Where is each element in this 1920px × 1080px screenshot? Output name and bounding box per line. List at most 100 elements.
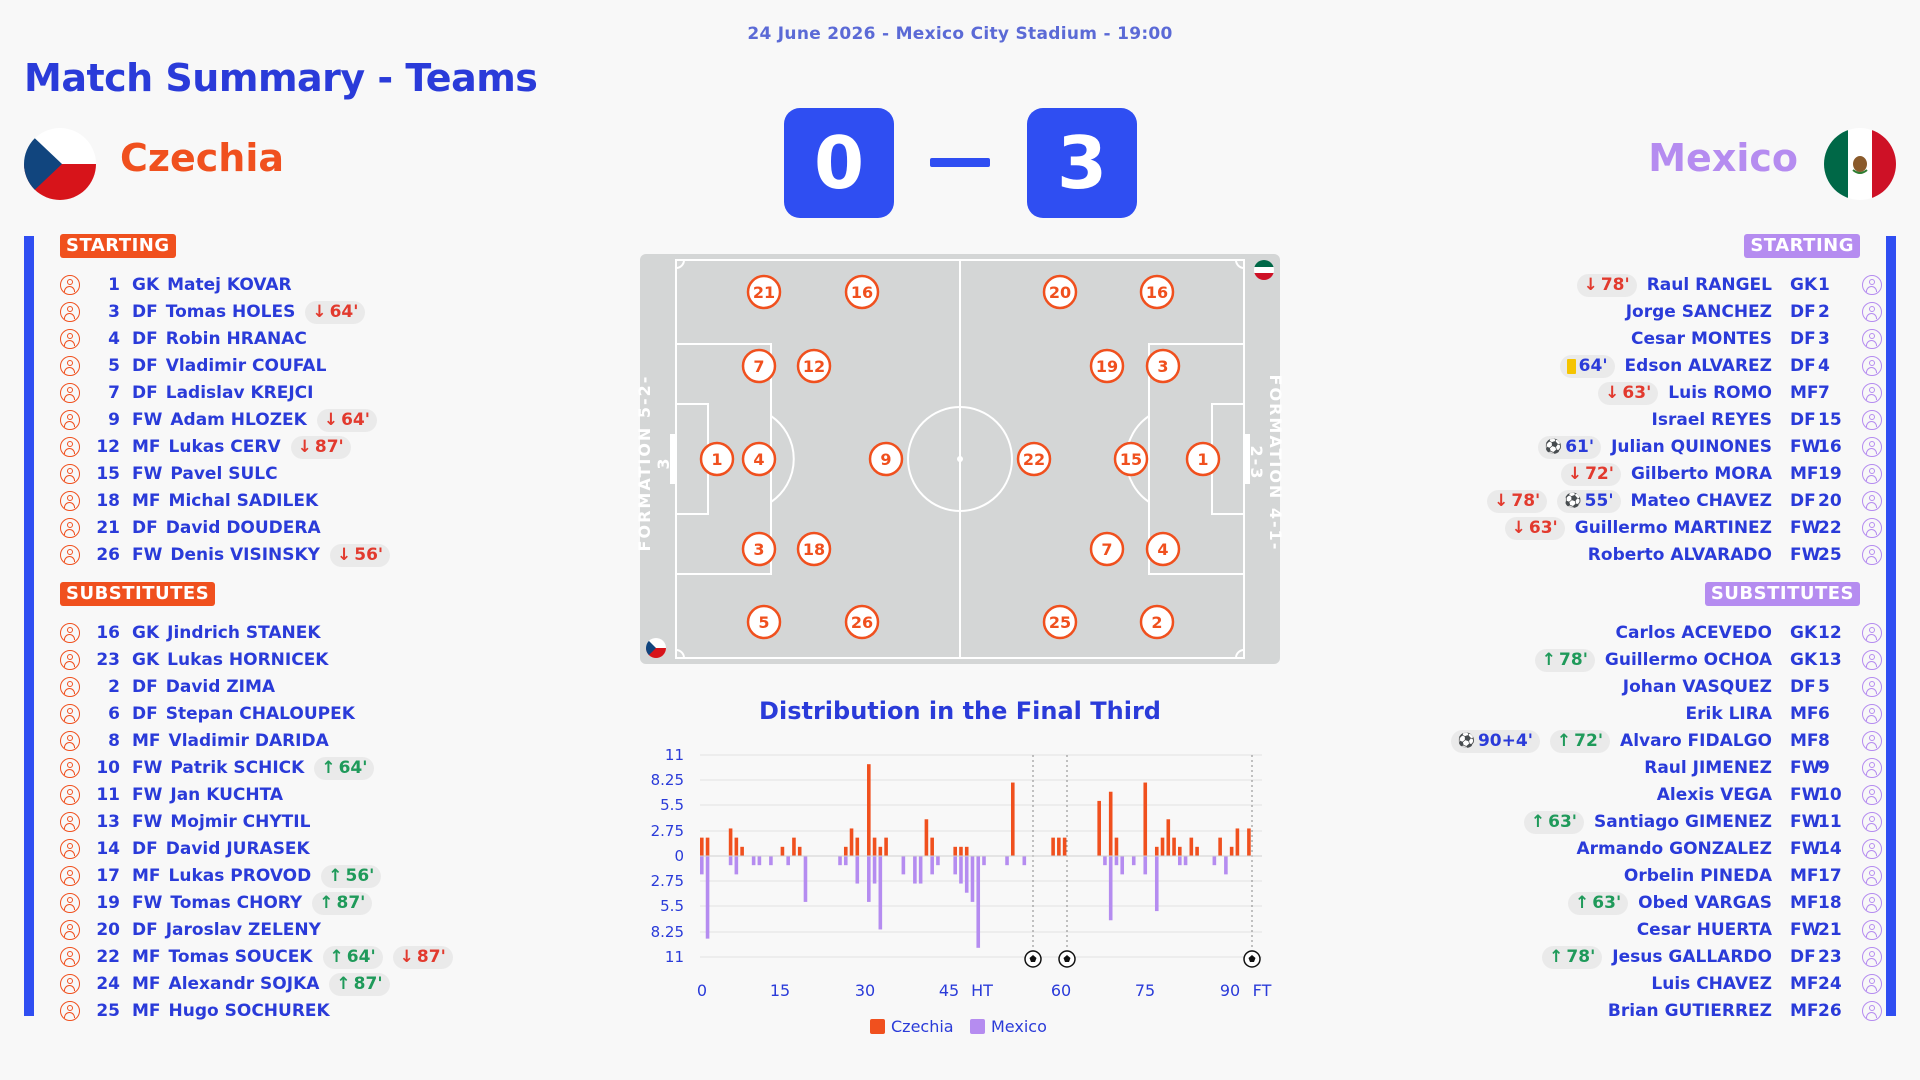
player-row[interactable]: 11 FW Jan KUCHTA	[60, 782, 283, 808]
player-row[interactable]: Armando GONZALEZ FW 14	[1577, 836, 1882, 862]
player-row[interactable]: 10 FW Patrik SCHICK ↑ 64'	[60, 755, 375, 781]
player-row[interactable]: ↓ 63' Guillermo MARTINEZ FW 22	[1504, 515, 1882, 541]
player-row[interactable]: 9 FW Adam HLOZEK ↓ 64'	[60, 407, 377, 433]
player-row[interactable]: 6 DF Stepan CHALOUPEK	[60, 701, 355, 727]
away-pitch-player[interactable]: 19	[1089, 348, 1125, 384]
player-avatar-icon	[60, 677, 80, 697]
bar-czechia	[797, 846, 802, 856]
player-avatar-icon	[1862, 704, 1882, 724]
away-pitch-player[interactable]: 3	[1145, 348, 1181, 384]
player-row[interactable]: ↑ 63' Santiago GIMENEZ FW 11	[1523, 809, 1882, 835]
player-row[interactable]: ↓ 63' Luis ROMO MF 7	[1598, 380, 1882, 406]
player-row[interactable]: 5 DF Vladimir COUFAL	[60, 353, 326, 379]
player-name: Lukas PROVOD	[168, 866, 312, 886]
player-row[interactable]: 64' Edson ALVAREZ DF 4	[1559, 353, 1882, 379]
goal-ball-icon	[1058, 950, 1076, 968]
player-row[interactable]: 22 MF Tomas SOUCEK ↑ 64' ↓ 87'	[60, 944, 453, 970]
player-row[interactable]: Brian GUTIERREZ MF 26	[1608, 998, 1882, 1024]
player-position: DF	[132, 920, 158, 940]
player-avatar-icon	[1862, 785, 1882, 805]
player-row[interactable]: 26 FW Denis VISINSKY ↓ 56'	[60, 542, 391, 568]
player-row[interactable]: Luis CHAVEZ MF 24	[1651, 971, 1882, 997]
player-row[interactable]: Carlos ACEVEDO GK 12	[1616, 620, 1882, 646]
player-row[interactable]: Raul JIMENEZ FW 9	[1644, 755, 1882, 781]
player-row[interactable]: 21 DF David DOUDERA	[60, 515, 321, 541]
player-row[interactable]: 15 FW Pavel SULC	[60, 461, 278, 487]
ball-icon: ⚽	[1457, 733, 1475, 749]
away-pitch-player[interactable]: 22	[1016, 441, 1052, 477]
away-pitch-player[interactable]: 7	[1089, 531, 1125, 567]
player-row[interactable]: 7 DF Ladislav KREJCI	[60, 380, 313, 406]
player-row[interactable]: 16 GK Jindrich STANEK	[60, 620, 321, 646]
player-row[interactable]: ↑ 63' Obed VARGAS MF 18	[1568, 890, 1882, 916]
player-row[interactable]: 1 GK Matej KOVAR	[60, 272, 292, 298]
player-row[interactable]: 20 DF Jaroslav ZELENY	[60, 917, 321, 943]
home-pitch-player[interactable]: 18	[796, 531, 832, 567]
player-row[interactable]: Cesar HUERTA FW 21	[1637, 917, 1882, 943]
player-row[interactable]: ↓ 72' Gilberto MORA MF 19	[1560, 461, 1882, 487]
home-pitch-player[interactable]: 9	[868, 441, 904, 477]
player-row[interactable]: Johan VASQUEZ DF 5	[1623, 674, 1882, 700]
player-row[interactable]: Erik LIRA MF 6	[1686, 701, 1882, 727]
home-pitch-player[interactable]: 12	[796, 348, 832, 384]
bar-czechia	[1189, 837, 1194, 856]
bar-czechia	[878, 846, 883, 856]
y-tick-label: 8.25	[651, 771, 684, 789]
sub-in-arrow-icon: ↑	[336, 974, 351, 994]
player-row[interactable]: 2 DF David ZIMA	[60, 674, 275, 700]
player-row[interactable]: Jorge SANCHEZ DF 2	[1626, 299, 1882, 325]
player-row[interactable]: Cesar MONTES DF 3	[1631, 326, 1882, 352]
player-row[interactable]: 19 FW Tomas CHORY ↑ 87'	[60, 890, 373, 916]
bar-czechia	[1172, 837, 1176, 856]
player-row[interactable]: 25 MF Hugo SOCHUREK	[60, 998, 330, 1024]
away-pitch-player[interactable]: 2	[1139, 604, 1175, 640]
home-pitch-player[interactable]: 5	[746, 604, 782, 640]
home-pitch-player[interactable]: 7	[741, 348, 777, 384]
y-tick-label: 5.5	[660, 897, 684, 915]
home-pitch-player[interactable]: 26	[844, 604, 880, 640]
player-row[interactable]: ↑ 78' Jesus GALLARDO DF 23	[1542, 944, 1882, 970]
home-pitch-player[interactable]: 21	[746, 274, 782, 310]
player-row[interactable]: ↑ 78' Guillermo OCHOA GK 13	[1534, 647, 1882, 673]
away-pitch-player[interactable]: 1	[1185, 441, 1221, 477]
player-row[interactable]: 12 MF Lukas CERV ↓ 87'	[60, 434, 351, 460]
player-row[interactable]: Roberto ALVARADO FW 25	[1588, 542, 1882, 568]
player-row[interactable]: 18 MF Michal SADILEK	[60, 488, 318, 514]
away-pitch-player[interactable]: 16	[1139, 274, 1175, 310]
player-row[interactable]: 23 GK Lukas HORNICEK	[60, 647, 328, 673]
player-row[interactable]: 17 MF Lukas PROVOD ↑ 56'	[60, 863, 382, 889]
bar-mexico	[1022, 856, 1027, 866]
player-avatar-icon	[1862, 947, 1882, 967]
away-substitutes-tag: SUBSTITUTES	[1704, 582, 1860, 606]
bar-mexico	[1103, 856, 1107, 866]
home-pitch-player[interactable]: 16	[844, 274, 880, 310]
player-row[interactable]: ⚽ 90+4' ↑ 72' Alvaro FIDALGO MF 8	[1450, 728, 1882, 754]
y-tick-label: 5.5	[660, 796, 684, 814]
player-row[interactable]: ⚽ 61' Julian QUINONES FW 16	[1537, 434, 1882, 460]
player-row[interactable]: ↓ 78' Raul RANGEL GK 1	[1576, 272, 1882, 298]
home-pitch-player[interactable]: 4	[741, 441, 777, 477]
away-pitch-player[interactable]: 4	[1145, 531, 1181, 567]
player-number: 13	[96, 812, 120, 832]
player-row[interactable]: 8 MF Vladimir DARIDA	[60, 728, 329, 754]
player-avatar-icon	[60, 491, 80, 511]
bar-czechia	[705, 837, 710, 856]
player-row[interactable]: Israel REYES DF 15	[1652, 407, 1882, 433]
bar-czechia	[1057, 837, 1061, 856]
player-row[interactable]: Alexis VEGA FW 10	[1657, 782, 1882, 808]
player-row[interactable]: ↓ 78' ⚽ 55' Mateo CHAVEZ DF 20	[1487, 488, 1882, 514]
player-row[interactable]: Orbelin PINEDA MF 17	[1624, 863, 1882, 889]
player-row[interactable]: 13 FW Mojmir CHYTIL	[60, 809, 310, 835]
home-pitch-player[interactable]: 3	[741, 531, 777, 567]
sub-out-arrow-icon: ↓	[1511, 518, 1526, 538]
away-pitch-player[interactable]: 20	[1042, 274, 1078, 310]
away-pitch-player[interactable]: 15	[1113, 441, 1149, 477]
player-name: Tomas HOLES	[165, 302, 296, 322]
player-row[interactable]: 3 DF Tomas HOLES ↓ 64'	[60, 299, 366, 325]
home-pitch-player[interactable]: 1	[699, 441, 735, 477]
player-row[interactable]: 24 MF Alexandr SOJKA ↑ 87'	[60, 971, 390, 997]
player-position: DF	[132, 839, 158, 859]
player-row[interactable]: 14 DF David JURASEK	[60, 836, 310, 862]
away-pitch-player[interactable]: 25	[1042, 604, 1078, 640]
player-row[interactable]: 4 DF Robin HRANAC	[60, 326, 307, 352]
